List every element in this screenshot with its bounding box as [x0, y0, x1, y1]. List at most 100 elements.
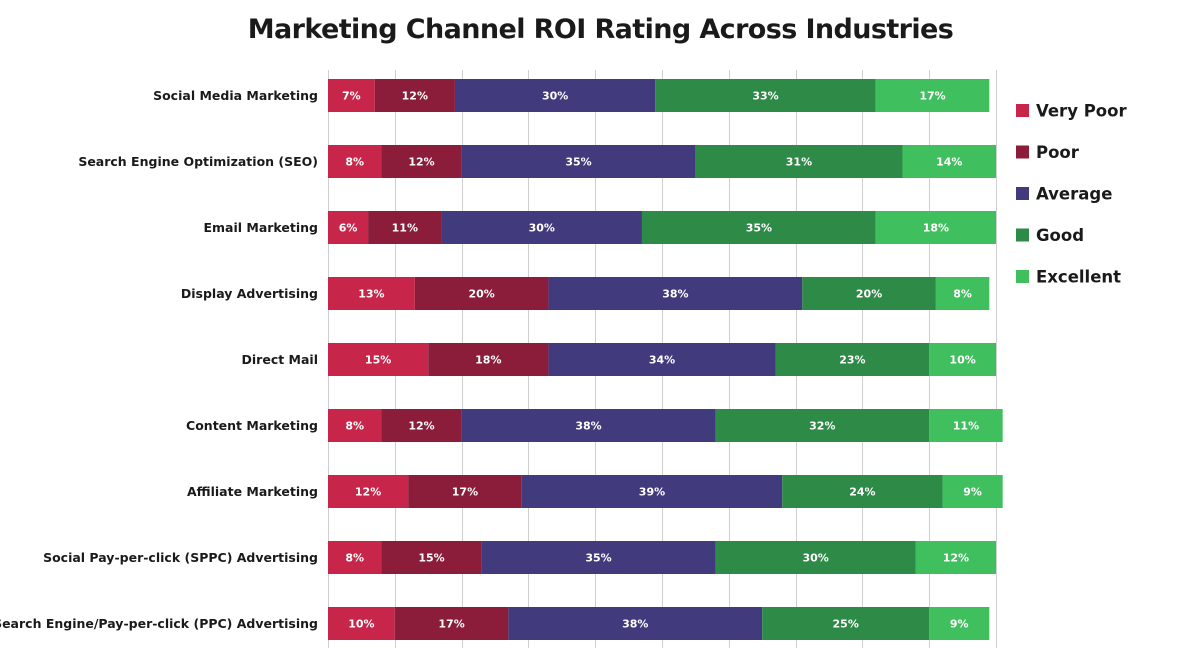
data-label: 10% — [949, 354, 975, 367]
data-label: 8% — [953, 288, 972, 301]
bar-segment — [915, 541, 996, 574]
data-label: 30% — [802, 552, 828, 565]
bar-segment — [408, 475, 522, 508]
bar-segment — [441, 211, 642, 244]
bar-segment — [548, 277, 803, 310]
data-label: 12% — [355, 486, 381, 499]
bar-segment — [929, 607, 990, 640]
data-label: 31% — [786, 156, 812, 169]
bar-segment — [508, 607, 763, 640]
category-label: Content Marketing — [186, 418, 318, 433]
bar-segment — [414, 277, 549, 310]
data-label: 39% — [639, 486, 665, 499]
bar-segment — [381, 145, 462, 178]
data-label: 8% — [345, 552, 364, 565]
data-label: 34% — [649, 354, 675, 367]
legend-label: Excellent — [1036, 268, 1121, 287]
data-label: 17% — [438, 618, 464, 631]
bar-segment — [875, 211, 996, 244]
legend-swatch — [1016, 187, 1029, 200]
data-label: 18% — [923, 222, 949, 235]
data-label: 17% — [452, 486, 478, 499]
bar-segment — [715, 409, 930, 442]
bar-segment — [782, 475, 943, 508]
bar-segment — [328, 541, 382, 574]
bar-segment — [548, 343, 776, 376]
legend-item: Excellent — [1016, 268, 1121, 287]
data-label: 12% — [408, 420, 434, 433]
legend-label: Very Poor — [1036, 102, 1127, 121]
bar-segment — [655, 79, 876, 112]
data-label: 12% — [402, 90, 428, 103]
category-label: Social Pay-per-click (SPPC) Advertising — [43, 550, 318, 565]
bar-segment — [328, 79, 375, 112]
bar-segment — [428, 343, 549, 376]
bar-segment — [715, 541, 916, 574]
bar-segment — [929, 409, 1003, 442]
data-label: 8% — [345, 420, 364, 433]
legend-label: Poor — [1036, 143, 1080, 162]
legend-swatch — [1016, 228, 1029, 242]
data-label: 38% — [662, 288, 688, 301]
data-label: 20% — [856, 288, 882, 301]
bar-segment — [875, 79, 990, 112]
data-label: 15% — [365, 354, 391, 367]
legend-label: Good — [1036, 226, 1084, 245]
category-label: Search Engine/Pay-per-click (PPC) Advert… — [0, 616, 318, 631]
data-label: 18% — [475, 354, 501, 367]
data-label: 9% — [950, 618, 969, 631]
bars: Social Media Marketing 7% 12% 30% 33% 17% Sear… — [0, 79, 1003, 640]
bar-segment — [328, 607, 395, 640]
legend-label: Average — [1036, 185, 1112, 204]
legend-swatch — [1016, 145, 1029, 159]
bar-segment — [461, 145, 696, 178]
data-label: 12% — [408, 156, 434, 169]
bar-segment — [481, 541, 716, 574]
category-label: Display Advertising — [181, 286, 318, 301]
data-label: 25% — [833, 618, 859, 631]
legend-item: Good — [1016, 226, 1084, 245]
legend-item: Very Poor — [1016, 102, 1127, 121]
bar-segment — [328, 343, 429, 376]
legend-swatch — [1016, 104, 1029, 117]
bar-row: Direct Mail 15% 18% 34% 23% 10% — [242, 343, 996, 376]
bar-segment — [775, 343, 930, 376]
bar-row: Display Advertising 13% 20% 38% 20% 8% — [181, 277, 990, 310]
bar-segment — [641, 211, 876, 244]
category-label: Search Engine Optimization (SEO) — [78, 154, 318, 169]
bar-row: Content Marketing 8% 12% 38% 32% 11% — [186, 409, 1003, 442]
bar-row: Search Engine Optimization (SEO) 8% 12% 35%… — [78, 145, 996, 178]
data-label: 7% — [342, 90, 361, 103]
data-label: 24% — [849, 486, 875, 499]
data-label: 23% — [839, 354, 865, 367]
data-label: 12% — [943, 552, 969, 565]
legend-item: Poor — [1016, 143, 1080, 162]
data-label: 35% — [746, 222, 772, 235]
bar-segment — [368, 211, 442, 244]
data-label: 13% — [358, 288, 384, 301]
data-label: 11% — [953, 420, 979, 433]
bar-row: Social Pay-per-click (SPPC) Advertising 8… — [43, 541, 996, 574]
data-label: 30% — [529, 222, 555, 235]
category-label: Affiliate Marketing — [187, 484, 318, 499]
data-label: 35% — [585, 552, 611, 565]
data-label: 35% — [565, 156, 591, 169]
data-label: 38% — [622, 618, 648, 631]
bar-row: Social Media Marketing 7% 12% 30% 33% 17% — [153, 79, 990, 112]
legend-swatch — [1016, 270, 1029, 283]
bar-segment — [328, 475, 409, 508]
bar-row: Email Marketing 6% 11% 30% 35% 18% — [203, 211, 996, 244]
data-label: 8% — [345, 156, 364, 169]
data-label: 33% — [752, 90, 778, 103]
bar-segment — [802, 277, 936, 310]
data-label: 20% — [468, 288, 494, 301]
bar-row: Search Engine/Pay-per-click (PPC) Advert… — [0, 607, 990, 640]
bar-segment — [328, 277, 415, 310]
legend: Very Poor Poor Average Good Excellent — [1016, 102, 1127, 287]
bar-row: Affiliate Marketing 12% 17% 39% 24% 9% — [187, 475, 1003, 508]
bar-segment — [935, 277, 990, 310]
data-label: 30% — [542, 90, 568, 103]
data-label: 17% — [919, 90, 945, 103]
